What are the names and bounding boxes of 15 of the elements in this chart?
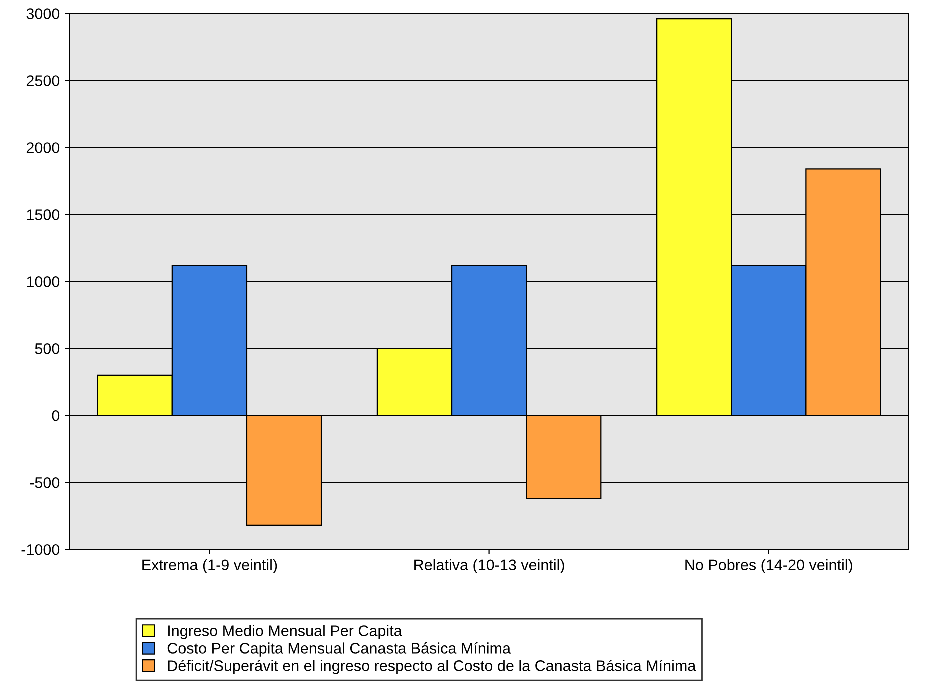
x-tick-label: Relativa (10-13 veintil): [414, 559, 564, 574]
x-tick-label: Extrema (1-9 veintil): [142, 559, 278, 574]
legend-label: Déficit/Superávit en el ingreso respecto al Costo de la Canasta Básica Mínima: [168, 660, 696, 674]
y-tick-label: 2500: [26, 76, 60, 86]
y-tick-label: 2000: [26, 142, 60, 154]
y-tick-label: 500: [35, 344, 60, 354]
y-tick-label: 1000: [27, 276, 60, 288]
y-tick-label: 3000: [26, 8, 60, 20]
legend-label: Ingreso Medio Mensual Per Capita: [168, 625, 402, 640]
y-tick-label: 0: [52, 410, 60, 422]
y-tick-label: 1500: [27, 210, 60, 220]
legend-label: Costo Per Capita Mensual Canasta Básica Mínima: [168, 642, 512, 657]
x-tick-label: No Pobres (14-20 veintil): [686, 559, 852, 574]
y-tick-label: -500: [30, 477, 60, 488]
y-tick-label: -1000: [22, 544, 60, 556]
